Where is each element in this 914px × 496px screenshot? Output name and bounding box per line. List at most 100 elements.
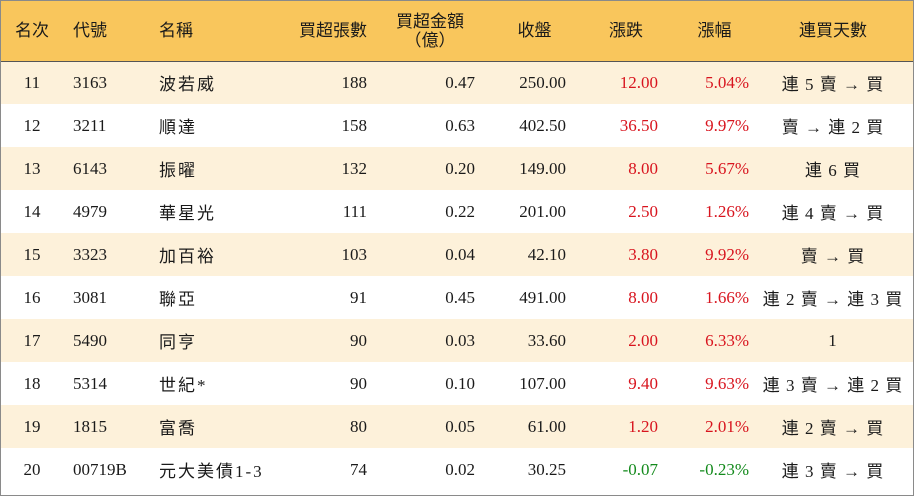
header-code[interactable]: 代號 [63,1,147,62]
name-cell: 振曜 [159,161,197,180]
rank-cell: 16 [23,287,41,307]
close-cell: 402.50 [519,115,566,135]
code-cell: 6143 [73,158,107,178]
rank-cell: 12 [23,115,41,135]
amount-cell: 0.45 [445,287,475,307]
amount-cell: 0.47 [445,72,475,92]
name-cell: 富喬 [159,419,197,438]
change-cell: 1.20 [628,416,658,436]
buy-days-cell: 1 [828,330,838,350]
change-cell: 12.00 [619,72,658,92]
close-cell: 61.00 [527,416,566,436]
buy-days-cell: 連 2 賣 → 買 [781,419,885,438]
change-pct-cell: 1.26% [705,201,749,221]
table-row[interactable]: 17 5490 同亨 90 0.03 33.60 2.00 6.33% 1 [1,319,913,362]
change-pct-cell: 5.67% [705,158,749,178]
code-cell: 3081 [73,287,107,307]
code-cell: 3323 [73,244,107,264]
amount-cell: 0.63 [445,115,475,135]
buy-days-cell: 連 3 賣 → 買 [781,462,885,481]
name-cell: 順達 [159,118,197,137]
table-body: 11 3163 波若威 188 0.47 250.00 12.00 5.04% 連 5 賣 → … [1,61,913,491]
net-lots-cell: 158 [341,115,368,135]
close-cell: 33.60 [527,330,566,350]
name-cell: 同亨 [159,333,197,352]
rank-cell: 15 [23,244,41,264]
amount-cell: 0.10 [445,373,475,393]
net-lots-cell: 74 [350,459,367,479]
change-pct-cell: 6.33% [705,330,749,350]
change-pct-cell: 1.66% [705,287,749,307]
table-row[interactable]: 18 5314 世紀* 90 0.10 107.00 9.40 9.63% 連 3 賣 → 連 … [1,362,913,405]
header-buy-days[interactable]: 連買天數 [753,1,913,62]
buy-days-cell: 連 4 賣 → 買 [781,204,885,223]
net-lots-cell: 103 [341,244,368,264]
close-cell: 250.00 [519,72,566,92]
table-row[interactable]: 20 00719B 元大美債1-3 74 0.02 30.25 -0.07 -0.23% 連 3… [1,448,913,491]
amount-cell: 0.05 [445,416,475,436]
amount-cell: 0.22 [445,201,475,221]
name-cell: 加百裕 [159,247,216,266]
name-cell: 華星光 [159,204,216,223]
net-lots-cell: 80 [350,416,367,436]
net-lots-cell: 90 [350,330,367,350]
change-cell: 3.80 [628,244,658,264]
header-name[interactable]: 名稱 [147,1,271,62]
close-cell: 491.00 [519,287,566,307]
header-change[interactable]: 漲跌 [570,1,662,62]
table-row[interactable]: 13 6143 振曜 132 0.20 149.00 8.00 5.67% 連 6 買 [1,147,913,190]
code-cell: 00719B [73,459,127,479]
change-cell: -0.07 [622,459,658,479]
header-change-pct[interactable]: 漲幅 [662,1,753,62]
close-cell: 201.00 [519,201,566,221]
change-cell: 2.50 [628,201,658,221]
amount-cell: 0.20 [445,158,475,178]
rank-cell: 18 [23,373,41,393]
name-cell: 元大美債1-3 [159,462,264,481]
change-cell: 9.40 [628,373,658,393]
table-header-row: 名次 代號 名稱 買超張數 買超金額 （億） 收盤 漲跌 漲幅 連買天數 [1,1,913,62]
change-cell: 2.00 [628,330,658,350]
change-pct-cell: 9.97% [705,115,749,135]
table-row[interactable]: 14 4979 華星光 111 0.22 201.00 2.50 1.26% 連 4 賣 → 買 [1,190,913,233]
net-lots-cell: 90 [350,373,367,393]
table-row[interactable]: 19 1815 富喬 80 0.05 61.00 1.20 2.01% 連 2 賣 → 買 [1,405,913,448]
table-row[interactable]: 16 3081 聯亞 91 0.45 491.00 8.00 1.66% 連 2 賣 → 連 3… [1,276,913,319]
header-amount[interactable]: 買超金額 （億） [371,1,479,62]
header-net-lots[interactable]: 買超張數 [271,1,371,62]
close-cell: 42.10 [527,244,566,264]
rank-cell: 13 [23,158,41,178]
net-lots-cell: 132 [341,158,368,178]
code-cell: 4979 [73,201,107,221]
table-row[interactable]: 11 3163 波若威 188 0.47 250.00 12.00 5.04% 連 5 賣 → … [1,61,913,104]
name-cell: 波若威 [159,75,216,95]
amount-cell: 0.03 [445,330,475,350]
change-pct-cell: 9.63% [705,373,749,393]
header-close[interactable]: 收盤 [479,1,570,62]
code-cell: 5490 [73,330,107,350]
rank-cell: 11 [23,72,41,92]
header-amount-line1: 買超金額 [396,11,464,31]
code-cell: 3163 [73,72,107,92]
header-rank[interactable]: 名次 [1,1,63,62]
buy-days-cell: 賣 → 連 2 買 [781,118,885,137]
table-row[interactable]: 12 3211 順達 158 0.63 402.50 36.50 9.97% 賣 → 連 2 買 [1,104,913,147]
name-cell: 聯亞 [159,290,197,309]
table-row[interactable]: 15 3323 加百裕 103 0.04 42.10 3.80 9.92% 賣 → 買 [1,233,913,276]
buy-days-cell: 賣 → 買 [800,247,866,266]
change-pct-cell: 5.04% [705,72,749,92]
amount-cell: 0.04 [445,244,475,264]
buy-days-cell: 連 5 賣 → 買 [781,75,885,95]
amount-cell: 0.02 [445,459,475,479]
rank-cell: 19 [23,416,41,436]
rank-cell: 14 [23,201,41,221]
net-lots-cell: 91 [350,287,367,307]
rank-cell: 17 [23,330,41,350]
close-cell: 30.25 [527,459,566,479]
change-pct-cell: 9.92% [705,244,749,264]
buy-days-cell: 連 3 賣 → 連 2 買 [762,376,904,395]
code-cell: 5314 [73,373,107,393]
change-pct-cell: -0.23% [699,459,749,479]
